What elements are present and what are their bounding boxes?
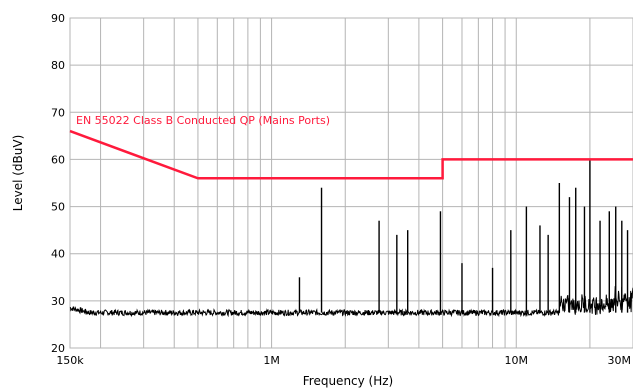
x-tick-label: 150k [56,354,84,367]
axis-labels: 20 30 40 50 60 70 80 90 150k 1M 10M 30M [51,12,631,367]
x-axis-title: Frequency (Hz) [303,374,394,388]
limit-line [69,129,633,180]
x-tick-label: 30M [608,354,632,367]
y-tick-label: 70 [51,106,65,119]
y-tick-label: 80 [51,59,65,72]
plot-frame [69,17,633,349]
y-tick-label: 50 [51,201,65,214]
noise-floor-trace [69,286,633,318]
y-tick-label: 60 [51,153,65,166]
x-tick-label: 1M [263,354,280,367]
y-tick-label: 40 [51,248,65,261]
plot-area: EN 55022 Class B Conducted QP (Mains Por… [69,114,633,318]
y-tick-label: 90 [51,12,65,25]
x-tick-label: 10M [505,354,529,367]
y-tick-label: 20 [51,342,65,355]
y-axis-title: Level (dBuV) [11,135,25,212]
limit-line-label: EN 55022 Class B Conducted QP (Mains Por… [76,114,330,127]
y-tick-label: 30 [51,295,65,308]
